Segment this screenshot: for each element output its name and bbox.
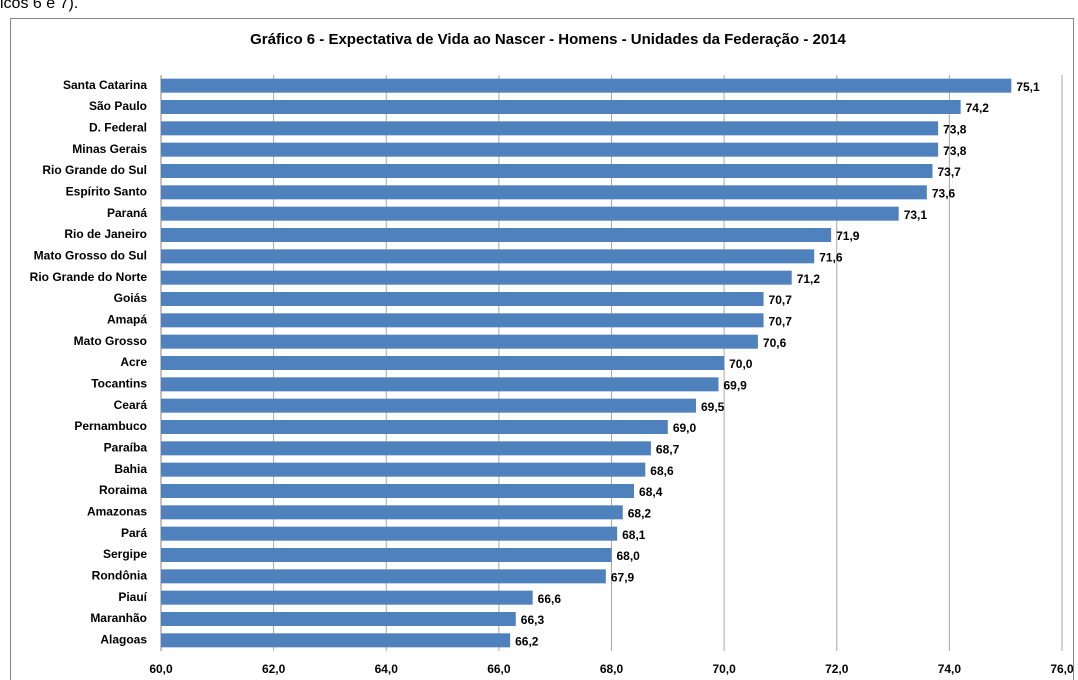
y-tick-label: Rondônia xyxy=(92,569,148,583)
y-tick-label: Rio Grande do Sul xyxy=(42,163,147,177)
value-label: 73,1 xyxy=(904,208,928,222)
chart-title: Gráfico 6 - Expectativa de Vida ao Nasce… xyxy=(250,31,846,48)
y-tick-label: Paraná xyxy=(107,206,147,220)
value-label: 68,2 xyxy=(628,507,652,521)
value-label: 66,2 xyxy=(515,635,539,649)
bar xyxy=(161,462,646,477)
x-tick-label: 74,0 xyxy=(938,662,962,676)
x-tick-label: 66,0 xyxy=(487,662,511,676)
x-tick-label: 76,0 xyxy=(1050,662,1074,676)
value-label: 73,7 xyxy=(937,165,961,179)
y-tick-label: Rio Grande do Norte xyxy=(30,270,148,284)
bar xyxy=(161,548,612,562)
y-tick-label: Paraíba xyxy=(104,441,148,455)
x-tick-label: 70,0 xyxy=(712,662,736,676)
bar xyxy=(161,569,606,584)
y-tick-label: Mato Grosso do Sul xyxy=(34,249,147,263)
value-label: 71,6 xyxy=(819,251,843,265)
context-text: icos 6 e 7). xyxy=(0,0,78,12)
value-label: 68,7 xyxy=(656,443,680,457)
value-label: 68,0 xyxy=(617,549,641,563)
x-tick-label: 62,0 xyxy=(262,662,286,676)
value-label: 70,0 xyxy=(729,357,753,371)
value-label: 68,6 xyxy=(650,464,674,478)
bar xyxy=(161,505,623,520)
bar xyxy=(161,420,668,434)
bar xyxy=(161,313,764,328)
bar xyxy=(161,100,961,114)
value-label: 70,7 xyxy=(769,315,793,329)
y-tick-label: Bahia xyxy=(114,462,147,476)
x-tick-label: 64,0 xyxy=(375,662,399,676)
bar xyxy=(161,377,719,392)
x-tick-label: 60,0 xyxy=(149,662,173,676)
y-tick-label: Amapá xyxy=(107,313,147,327)
value-label: 68,4 xyxy=(639,485,663,499)
y-tick-label: Goiás xyxy=(114,291,148,305)
bar xyxy=(161,612,516,626)
bar xyxy=(161,484,635,498)
value-label: 66,3 xyxy=(521,613,545,627)
y-tick-label: Roraima xyxy=(99,483,147,497)
value-label: 73,6 xyxy=(932,187,956,201)
bar xyxy=(161,334,758,349)
value-label: 74,2 xyxy=(966,101,990,115)
bar xyxy=(161,398,696,413)
value-label: 67,9 xyxy=(611,571,635,585)
y-tick-label: Amazonas xyxy=(87,505,147,519)
bar xyxy=(161,121,939,136)
bar xyxy=(161,270,792,285)
y-tick-label: Pernambuco xyxy=(74,419,147,433)
y-tick-label: Alagoas xyxy=(100,633,147,647)
bar xyxy=(161,164,933,178)
bar xyxy=(161,633,511,648)
bar xyxy=(161,590,533,605)
value-label: 71,2 xyxy=(797,272,821,286)
bar xyxy=(161,142,939,157)
y-tick-label: Pará xyxy=(121,526,147,540)
y-tick-label: Tocantins xyxy=(91,377,147,391)
y-tick-label: Rio de Janeiro xyxy=(64,227,147,241)
value-label: 73,8 xyxy=(943,144,967,158)
bar xyxy=(161,78,1012,93)
value-label: 70,7 xyxy=(769,293,793,307)
bar xyxy=(161,249,815,264)
y-tick-label: Ceará xyxy=(114,398,148,412)
bar xyxy=(161,356,725,370)
y-tick-label: Espírito Santo xyxy=(66,185,147,199)
y-tick-label: Minas Gerais xyxy=(72,142,147,156)
y-tick-label: Mato Grosso xyxy=(74,334,147,348)
x-tick-label: 68,0 xyxy=(600,662,624,676)
y-tick-label: Sergipe xyxy=(103,547,147,561)
value-label: 69,5 xyxy=(701,400,725,414)
bar xyxy=(161,292,764,306)
bar xyxy=(161,526,618,541)
bar xyxy=(161,185,927,200)
value-label: 73,8 xyxy=(943,123,967,137)
value-label: 68,1 xyxy=(622,528,646,542)
value-label: 71,9 xyxy=(836,229,860,243)
y-tick-label: Piauí xyxy=(118,590,147,604)
value-label: 69,0 xyxy=(673,421,697,435)
y-tick-label: Santa Catarina xyxy=(63,78,147,92)
x-tick-label: 72,0 xyxy=(825,662,849,676)
y-tick-label: Acre xyxy=(120,355,147,369)
bar xyxy=(161,206,899,221)
value-label: 75,1 xyxy=(1016,80,1040,94)
y-tick-label: D. Federal xyxy=(89,121,147,135)
y-tick-label: São Paulo xyxy=(89,99,147,113)
value-label: 70,6 xyxy=(763,336,787,350)
bar xyxy=(161,441,651,456)
bar xyxy=(161,228,832,242)
value-label: 69,9 xyxy=(723,379,747,393)
y-tick-label: Maranhão xyxy=(90,611,147,625)
value-label: 66,6 xyxy=(538,592,562,606)
